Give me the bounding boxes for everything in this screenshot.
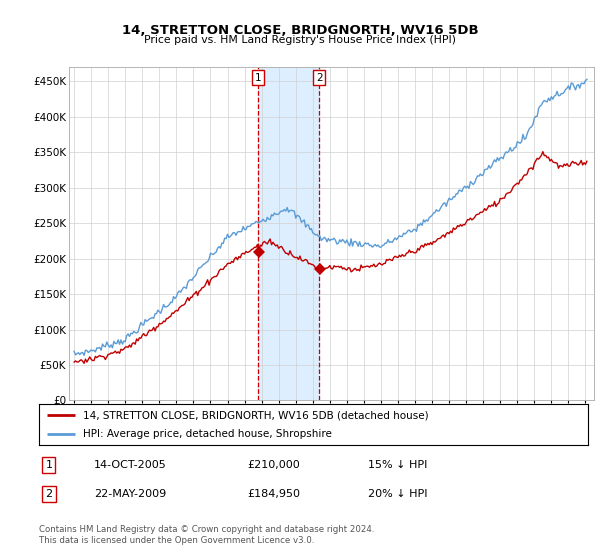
Text: 1: 1 bbox=[46, 460, 52, 470]
Text: Price paid vs. HM Land Registry's House Price Index (HPI): Price paid vs. HM Land Registry's House … bbox=[144, 35, 456, 45]
Bar bbox=[258, 67, 319, 400]
Text: £210,000: £210,000 bbox=[248, 460, 301, 470]
Text: 2: 2 bbox=[316, 73, 322, 83]
Text: 22-MAY-2009: 22-MAY-2009 bbox=[94, 489, 166, 500]
Text: 1: 1 bbox=[255, 73, 262, 83]
Text: Contains HM Land Registry data © Crown copyright and database right 2024.
This d: Contains HM Land Registry data © Crown c… bbox=[39, 525, 374, 545]
Text: 15% ↓ HPI: 15% ↓ HPI bbox=[368, 460, 428, 470]
Text: £184,950: £184,950 bbox=[248, 489, 301, 500]
Text: 20% ↓ HPI: 20% ↓ HPI bbox=[368, 489, 428, 500]
Text: 14, STRETTON CLOSE, BRIDGNORTH, WV16 5DB: 14, STRETTON CLOSE, BRIDGNORTH, WV16 5DB bbox=[122, 24, 478, 36]
Text: 14-OCT-2005: 14-OCT-2005 bbox=[94, 460, 167, 470]
Text: 2: 2 bbox=[46, 489, 52, 500]
Text: HPI: Average price, detached house, Shropshire: HPI: Average price, detached house, Shro… bbox=[83, 429, 332, 439]
Text: 14, STRETTON CLOSE, BRIDGNORTH, WV16 5DB (detached house): 14, STRETTON CLOSE, BRIDGNORTH, WV16 5DB… bbox=[83, 410, 428, 421]
